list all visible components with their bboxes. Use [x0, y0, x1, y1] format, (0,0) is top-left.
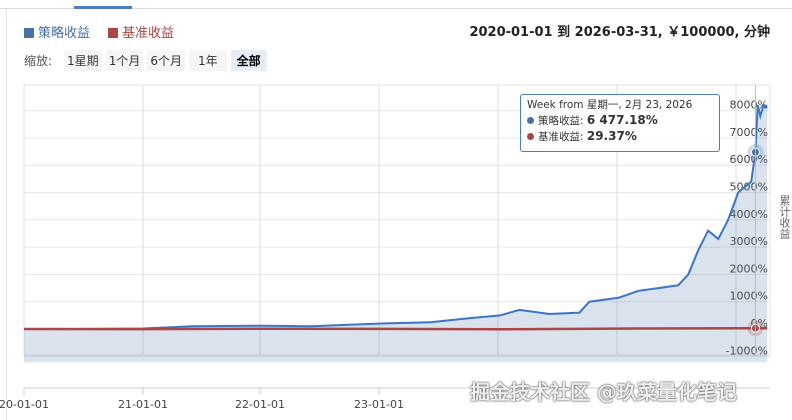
- zoom-all-button[interactable]: 全部: [230, 50, 267, 71]
- zoom-6-month-button[interactable]: 6个月: [147, 50, 185, 71]
- zoom-label: 缩放:: [24, 54, 53, 68]
- series-dot-icon: [527, 117, 534, 124]
- legend-label: 基准收益: [122, 26, 175, 41]
- y-tick-label: 4000%: [730, 208, 768, 221]
- legend-swatch-icon: [108, 28, 119, 38]
- active-tab-indicator: [74, 6, 132, 9]
- legend-item-benchmark[interactable]: 基准收益: [108, 22, 174, 41]
- x-tick-label: 21-01-01: [118, 398, 168, 411]
- zoom-1-month-button[interactable]: 1个月: [105, 50, 144, 71]
- legend-swatch-icon: [24, 28, 34, 38]
- tooltip-row-benchmark: 基准收益: 29.37%: [527, 129, 713, 145]
- strategy-line: [24, 103, 768, 330]
- x-tick-label: 22-01-01: [235, 398, 285, 411]
- backtest-range: 2020-01-01 到 2026-03-31, ￥100000, 分钟: [469, 25, 770, 40]
- y-tick-label: 2000%: [730, 262, 768, 275]
- y-axis-title: 累计收益: [778, 195, 791, 239]
- y-tick-label: 5000%: [730, 181, 768, 194]
- tooltip-value: 6 477.18%: [586, 113, 658, 127]
- watermark: 掘金技术社区 @玖菜量化笔记: [470, 380, 737, 404]
- top-border: [0, 8, 792, 9]
- tooltip-title: Week from 星期一, 2月 23, 2026: [527, 99, 693, 111]
- x-tick-label: 20-01-01: [0, 398, 49, 411]
- left-border: [6, 8, 7, 420]
- x-tick-label: 23-01-01: [354, 398, 404, 411]
- tooltip: Week from 星期一, 2月 23, 2026 策略收益: 6 477.1…: [520, 94, 720, 152]
- y-tick-label: 7000%: [730, 126, 768, 139]
- tooltip-name: 策略收益: [538, 115, 580, 127]
- tooltip-name: 基准收益: [538, 131, 580, 143]
- y-tick-label: 1000%: [730, 290, 768, 303]
- legend: 策略收益 基准收益: [24, 22, 174, 41]
- strategy-area: [24, 105, 768, 363]
- y-tick-label: 6000%: [730, 153, 768, 166]
- benchmark-line: [23, 326, 768, 331]
- tooltip-row-strategy: 策略收益: 6 477.18%: [527, 113, 713, 129]
- legend-item-strategy[interactable]: 策略收益: [24, 22, 90, 41]
- zoom-1-year-button[interactable]: 1年: [188, 50, 227, 71]
- legend-label: 策略收益: [38, 26, 91, 41]
- zoom-bar: 缩放: 1星期 1个月 6个月 1年 全部: [24, 50, 267, 71]
- series-dot-icon: [527, 133, 534, 140]
- zoom-1-week-button[interactable]: 1星期: [64, 50, 102, 71]
- y-tick-label: 3000%: [730, 235, 768, 248]
- tooltip-value: 29.37%: [586, 129, 637, 143]
